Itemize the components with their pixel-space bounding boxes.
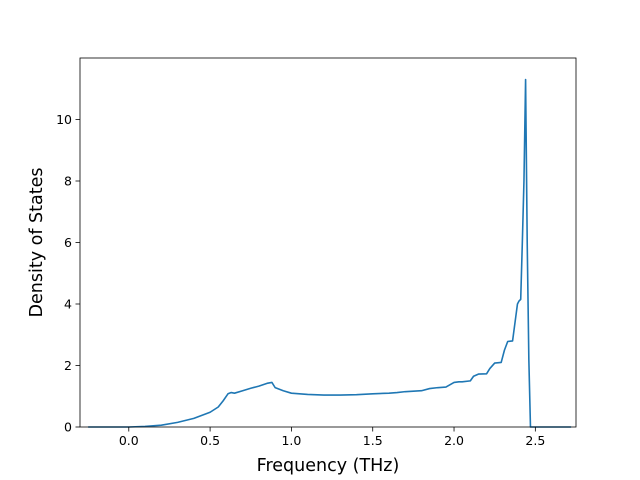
y-tick-label: 0: [64, 420, 72, 435]
y-tick-label: 6: [64, 235, 72, 250]
x-tick-label: 1.0: [281, 433, 301, 448]
x-tick-label: 0.5: [200, 433, 220, 448]
y-axis-label: Density of States: [27, 168, 47, 318]
series-layer: [88, 78, 572, 428]
x-axis: 0.0 0.5 1.0 1.5 2.0 2.5: [119, 427, 545, 448]
x-tick-label: 1.5: [363, 433, 383, 448]
y-tick-label: 4: [64, 297, 72, 312]
dos-line-series-0: [88, 78, 572, 428]
y-tick-label: 8: [64, 174, 72, 189]
x-tick-label: 0.0: [119, 433, 139, 448]
x-axis-label: Frequency (THz): [257, 456, 400, 476]
y-axis: 0 2 4 6 8 10: [56, 112, 80, 435]
x-tick-label: 2.0: [444, 433, 464, 448]
y-tick-label: 2: [64, 358, 72, 373]
y-tick-label: 10: [56, 112, 72, 127]
x-tick-label: 2.5: [525, 433, 545, 448]
plot-area: [80, 58, 576, 427]
